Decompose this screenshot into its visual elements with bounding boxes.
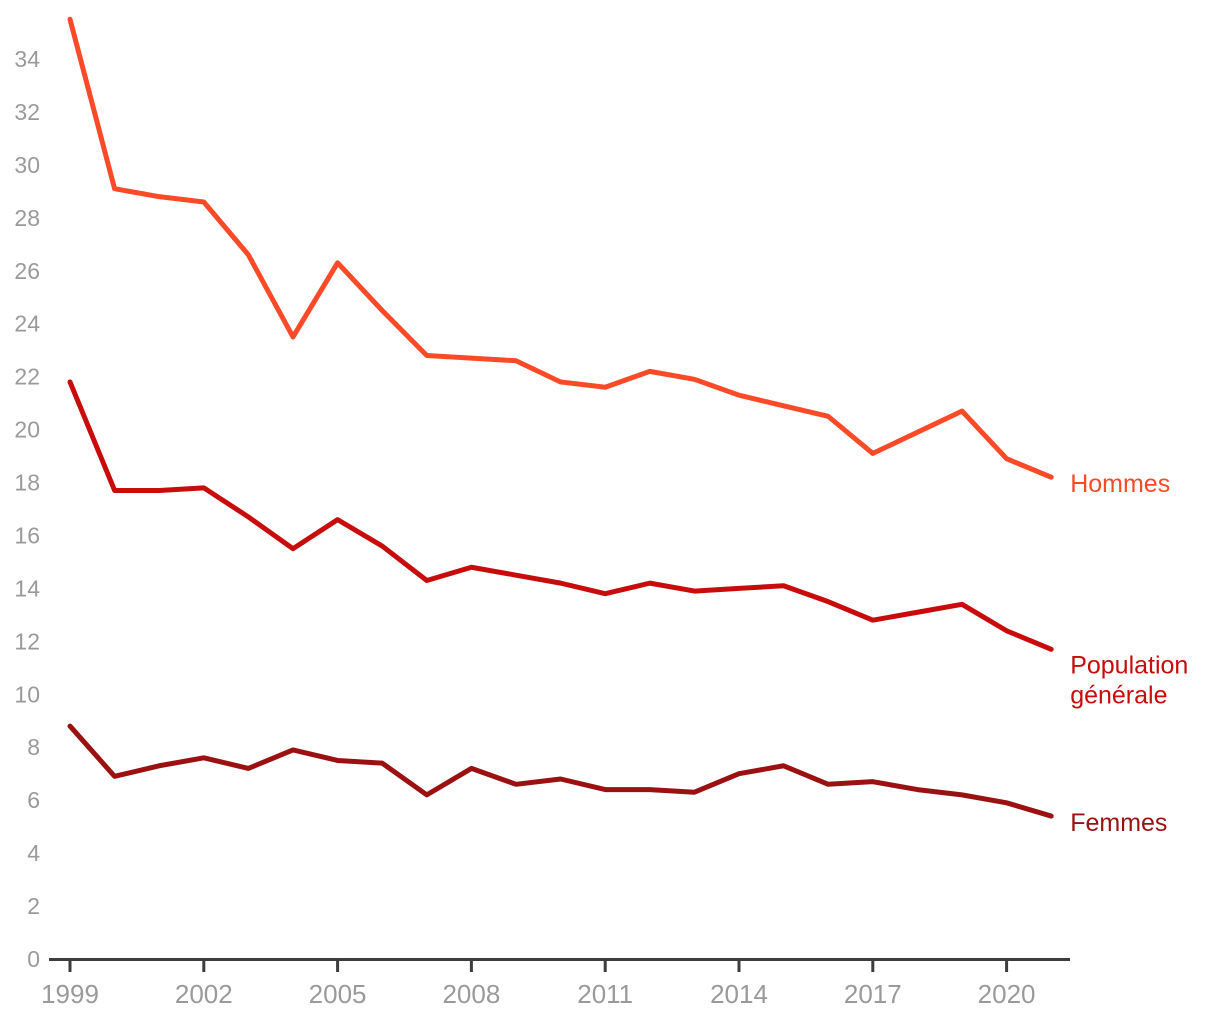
x-tick-label-2014: 2014: [710, 979, 768, 1009]
y-tick-label-2: 2: [27, 893, 40, 919]
x-tick-label-2017: 2017: [844, 979, 902, 1009]
x-tick-label-2011: 2011: [577, 979, 633, 1009]
y-tick-label-32: 32: [14, 99, 40, 125]
y-tick-label-24: 24: [14, 311, 40, 337]
series-label-femmes: Femmes: [1070, 809, 1167, 837]
series-line-femmes: [67, 723, 1054, 819]
y-tick-label-26: 26: [14, 258, 40, 284]
y-tick-label-16: 16: [14, 522, 40, 548]
y-tick-label-14: 14: [14, 575, 40, 601]
x-tick-label-1999: 1999: [41, 979, 99, 1009]
series-label-population-generale: Population: [1070, 651, 1188, 679]
x-tick-label-2008: 2008: [442, 979, 500, 1009]
y-tick-label-4: 4: [27, 840, 40, 866]
y-tick-label-22: 22: [14, 364, 40, 390]
y-tick-label-28: 28: [14, 205, 40, 231]
series-line-population-generale: [67, 379, 1054, 652]
y-tick-label-10: 10: [14, 681, 40, 707]
series-label-hommes: Hommes: [1070, 470, 1170, 498]
x-tick-label-2005: 2005: [309, 979, 367, 1009]
y-tick-label-20: 20: [14, 417, 40, 443]
y-tick-label-12: 12: [14, 628, 40, 654]
y-tick-label-30: 30: [14, 152, 40, 178]
y-tick-label-8: 8: [27, 734, 40, 760]
y-tick-label-34: 34: [14, 46, 40, 72]
series-line-hommes: [67, 16, 1054, 480]
series-label-population-generale-line2: générale: [1070, 681, 1167, 709]
x-tick-label-2020: 2020: [978, 979, 1036, 1009]
x-tick-label-2002: 2002: [175, 979, 233, 1009]
y-tick-label-0: 0: [27, 946, 40, 972]
y-tick-label-6: 6: [27, 787, 40, 813]
y-tick-label-18: 18: [14, 470, 40, 496]
